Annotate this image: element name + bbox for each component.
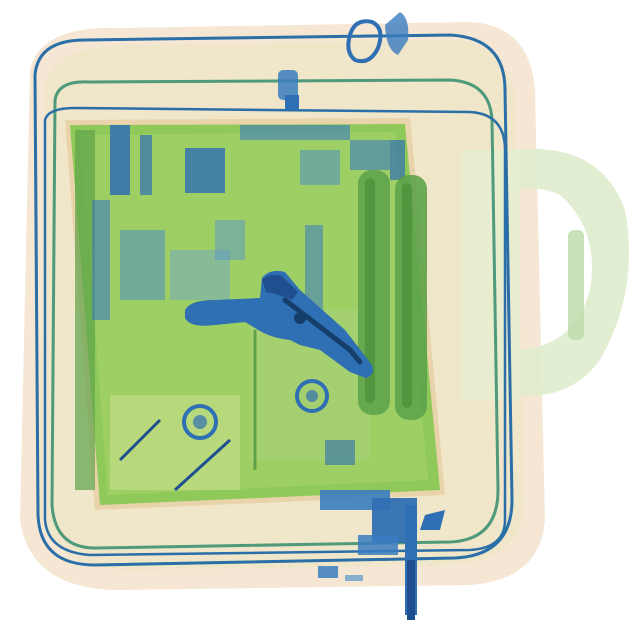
bag-frame-wires xyxy=(33,33,514,567)
zipper-pull-bottom xyxy=(318,490,445,620)
handgun xyxy=(185,270,374,378)
battery-cells xyxy=(358,170,427,420)
zipper-pull-top xyxy=(278,12,409,109)
